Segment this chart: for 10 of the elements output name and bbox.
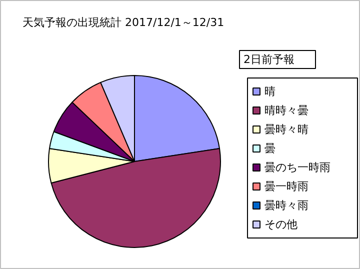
legend-label: 曇時々晴 [264,123,308,136]
legend-label: 晴時々曇 [264,104,308,117]
legend-label: 晴 [264,85,276,98]
legend-label: 曇時々雨 [264,199,308,212]
legend-label: 曇のち一時雨 [264,161,330,174]
legend-label: 曇一時雨 [264,180,308,193]
chart-title: 天気予報の出現統計 2017/12/1～12/31 [22,16,224,29]
legend-label: 曇 [264,142,276,155]
legend-label: その他 [264,218,298,231]
text: 2日前予報 [244,53,294,66]
